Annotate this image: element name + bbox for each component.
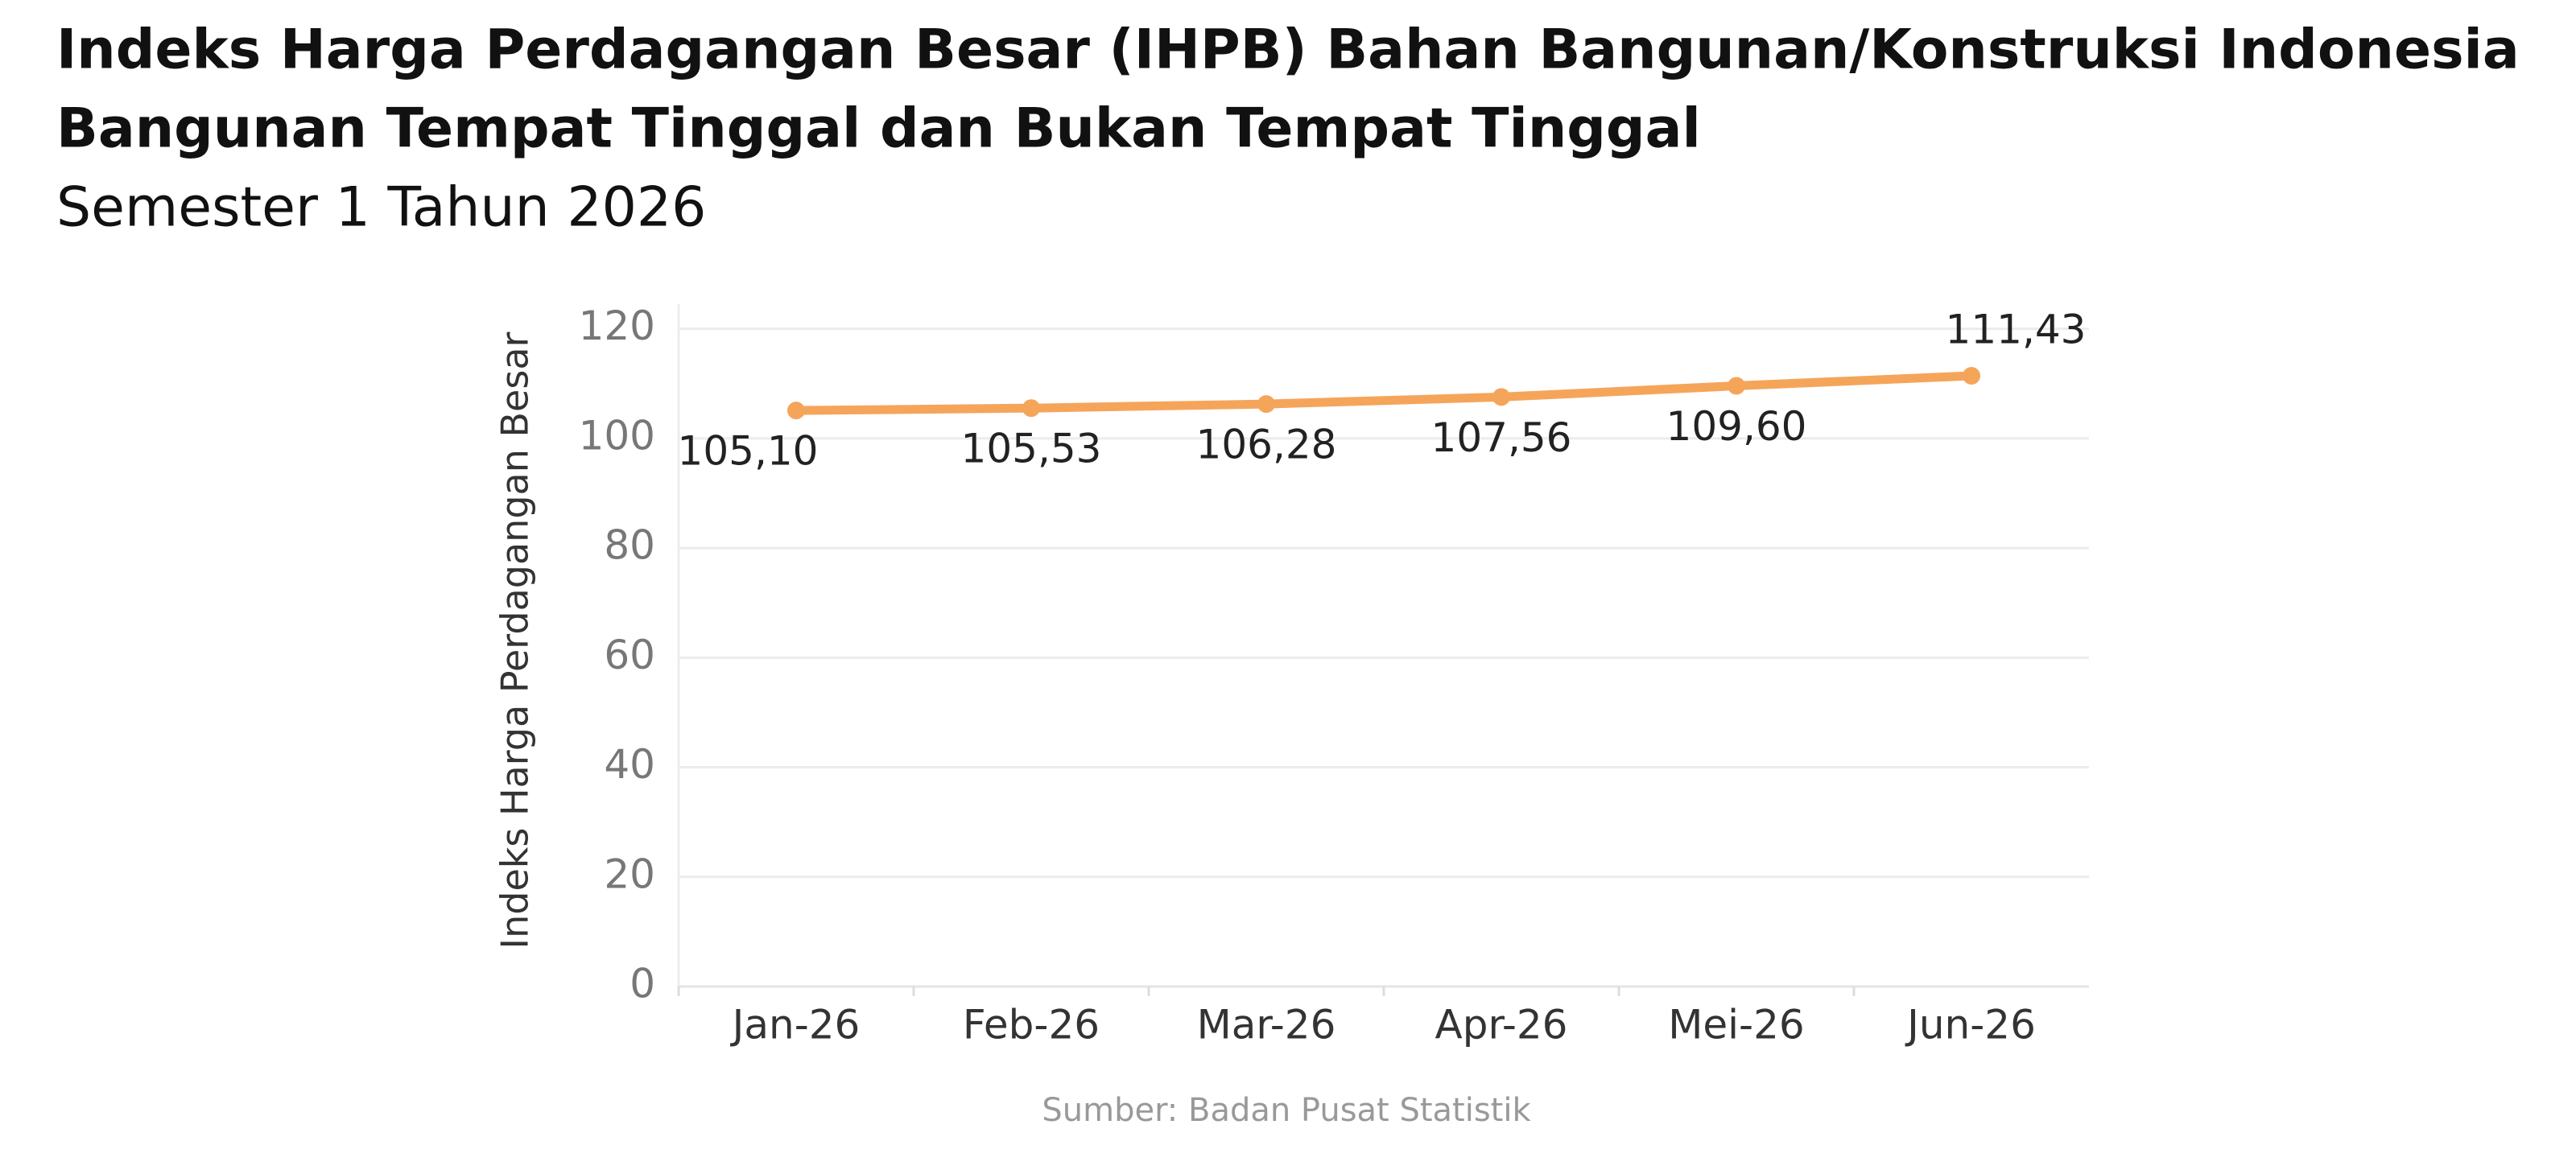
marker [1492, 388, 1510, 406]
data-label: 109,60 [1666, 403, 1807, 450]
data-label: 106,28 [1196, 422, 1337, 468]
y-axis-title: Indeks Harga Perdagangan Besar [493, 332, 537, 949]
x-tick-label: Jan-26 [730, 1002, 861, 1048]
y-tick-label: 100 [579, 412, 655, 459]
x-tick-label: Mar-26 [1197, 1002, 1336, 1048]
data-label: 107,56 [1431, 414, 1572, 461]
data-label: 105,10 [678, 428, 819, 475]
y-tick-label: 0 [630, 961, 655, 1007]
chart-title: Indeks Harga Perdagangan Besar (IHPB) Ba… [56, 19, 2520, 82]
chart-subtitle: Semester 1 Tahun 2026 [56, 176, 706, 240]
line [791, 371, 1976, 415]
marker [1257, 395, 1275, 414]
marker [787, 402, 805, 420]
y-tick-label: 80 [604, 522, 655, 569]
y-tick-label: 40 [604, 741, 655, 788]
marker [1963, 367, 1980, 385]
x-tick-label: Apr-26 [1435, 1002, 1568, 1048]
x-tick-label: Jun-26 [1905, 1002, 2036, 1048]
x-tick-label: Mei-26 [1668, 1002, 1804, 1048]
marker [1022, 399, 1040, 418]
marker [1728, 377, 1745, 395]
data-label: 111,43 [1946, 307, 2087, 353]
y-tick-label: 120 [579, 303, 655, 349]
x-tick-label: Feb-26 [963, 1002, 1100, 1048]
y-tick-label: 20 [604, 851, 655, 897]
y-tick-label: 60 [604, 632, 655, 678]
data-label: 105,53 [961, 426, 1102, 472]
source: Sumber: Badan Pusat Statistik [1042, 1092, 1531, 1129]
chart-title: Bangunan Tempat Tinggal dan Bukan Tempat… [56, 97, 1701, 161]
